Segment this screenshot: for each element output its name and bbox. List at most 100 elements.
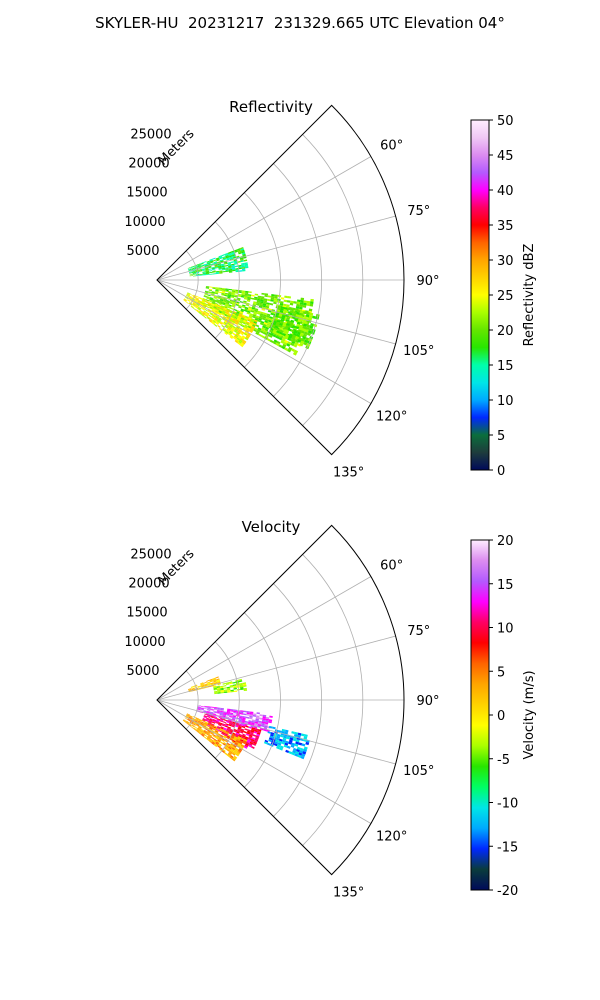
radar-echo-cell (221, 750, 225, 754)
radar-echo-cell (232, 684, 237, 687)
radar-echo-cell (217, 739, 221, 743)
radar-echo-cell (298, 752, 303, 756)
radar-echo-cell (202, 271, 206, 273)
radar-echo-cell (293, 344, 298, 348)
radar-echo-cell (289, 302, 294, 306)
radar-echo-cell (222, 682, 226, 685)
radar-echo-cell (232, 332, 236, 336)
radar-echo-cell (231, 320, 236, 324)
radar-echo-cell (303, 323, 307, 327)
radar-echo-cell (200, 262, 204, 265)
radar-echo-cell (242, 740, 247, 744)
radar-echo-cell (232, 732, 236, 735)
radar-echo-cell (219, 257, 223, 260)
radar-echo-cell (215, 316, 219, 320)
radar-echo-cell (281, 345, 286, 350)
radar-echo-cell (244, 737, 248, 741)
radar-echo-cell (251, 720, 256, 724)
radar-echo-cell (273, 329, 277, 333)
radar-echo-cell (231, 291, 236, 294)
radar-echo-cell (213, 711, 217, 714)
radar-echo-cell (280, 308, 284, 312)
radar-echo-cell (228, 746, 232, 750)
radar-echo-cell (202, 731, 206, 735)
radar-echo-cell (234, 725, 239, 728)
radar-echo-cell (283, 299, 288, 303)
radar-echo-cell (220, 708, 224, 711)
radar-echo-cell (235, 733, 239, 737)
radar-echo-cell (240, 308, 245, 311)
radar-echo-cell (225, 682, 230, 684)
radar-echo-cell (207, 302, 212, 305)
radar-echo-cell (220, 718, 224, 721)
radar-echo-cell (269, 735, 274, 739)
radar-echo-cell (202, 304, 207, 308)
radar-echo-cell (312, 315, 316, 319)
radar-echo-cell (204, 685, 208, 687)
radar-echo-cell (203, 311, 207, 314)
radar-echo-cell (236, 301, 240, 304)
radar-echo-cell (223, 735, 228, 738)
radar-echo-cell (186, 721, 190, 724)
radar-echo-cell (251, 722, 255, 725)
radar-echo-cell (294, 341, 299, 346)
radar-echo-cell (231, 293, 235, 296)
radar-echo-cell (275, 313, 280, 317)
radar-echo-cell (217, 690, 221, 692)
radar-echo-cell (276, 309, 281, 313)
radar-echo-cell (225, 289, 229, 292)
radar-echo-cell (228, 271, 233, 273)
radar-echo-cell (255, 316, 259, 320)
radar-echo-cell (191, 304, 195, 307)
radar-echo-cell (239, 257, 244, 260)
radar-echo-cell (244, 265, 249, 268)
radar-echo-cell (255, 716, 260, 720)
radar-echo-cell (237, 721, 242, 725)
colorbar-tick-label: 40 (497, 184, 514, 199)
radar-echo-cell (217, 324, 221, 328)
radar-echo-cell (278, 740, 282, 744)
radar-echo-cell (221, 254, 226, 257)
radar-echo-cell (250, 310, 255, 313)
radar-echo-cell (285, 740, 289, 744)
radar-echo-cell (227, 691, 231, 693)
radar-echo-cell (251, 728, 255, 732)
radar-echo-cell (194, 305, 199, 309)
radar-echo-cell (203, 681, 207, 684)
radar-echo-cell (229, 722, 233, 725)
radar-echo-cell (201, 720, 206, 723)
radar-echo-cell (216, 314, 220, 318)
radar-echo-cell (251, 307, 256, 310)
radar-echo-cell (252, 734, 257, 737)
radar-echo-cell (231, 724, 236, 727)
colorbar-tick-label: 15 (497, 359, 514, 374)
radar-echo-cell (191, 724, 195, 727)
radar-echo-cell (228, 288, 233, 291)
radar-echo-cell (235, 290, 239, 293)
radar-echo-cell (309, 303, 314, 307)
radar-echo-cell (305, 326, 310, 331)
radar-echo-cell (292, 324, 297, 329)
radar-echo-cell (207, 683, 211, 686)
radar-echo-cell (263, 330, 268, 334)
radar-echo-cell (210, 305, 214, 308)
radar-echo-cell (231, 304, 236, 307)
radar-echo-cell (301, 743, 306, 747)
radar-echo-cell (200, 729, 204, 732)
radar-echo-cell (202, 273, 207, 275)
radar-echo-cell (224, 752, 228, 756)
radar-echo-cell (218, 291, 222, 294)
range-tick-label: 25000 (130, 547, 171, 562)
radar-echo-cell (209, 738, 214, 742)
radar-echo-cell (198, 311, 203, 314)
radar-echo-cell (228, 292, 232, 294)
radar-echo-cell (244, 744, 249, 748)
radar-echo-cell (228, 326, 232, 330)
radar-echo-cell (223, 315, 227, 319)
radar-echo-cell (222, 310, 226, 313)
radar-echo-cell (220, 260, 224, 263)
radar-echo-cell (206, 260, 210, 263)
radar-echo-cell (231, 292, 235, 295)
radar-echo-cell (248, 306, 252, 309)
radar-echo-cell (216, 710, 221, 712)
